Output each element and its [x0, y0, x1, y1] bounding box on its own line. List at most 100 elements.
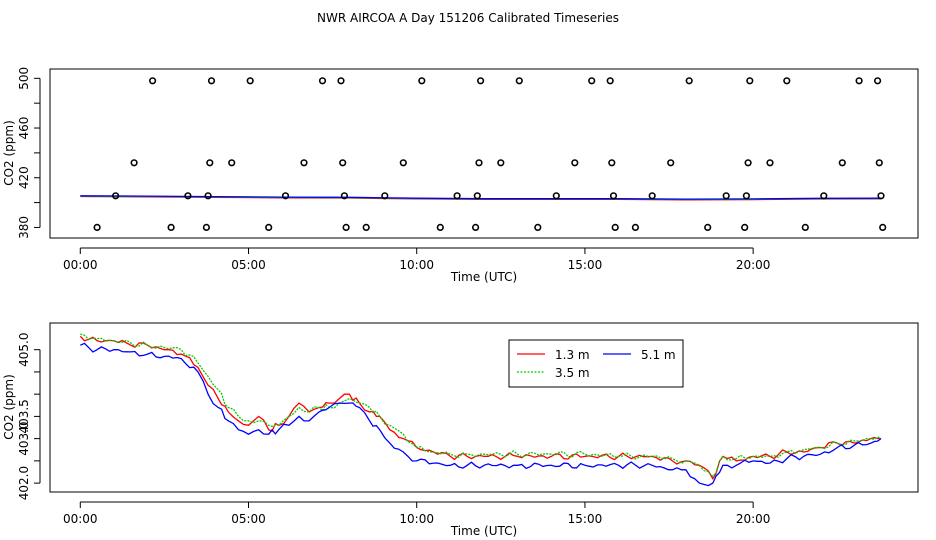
scatter-point [685, 77, 693, 85]
top-x-tick-label: 20:00 [736, 258, 771, 272]
scatter-point [704, 223, 712, 231]
scatter-point [877, 192, 885, 200]
scatter-point [820, 192, 828, 200]
scatter-point [552, 192, 560, 200]
bottom-series-lines [79, 333, 882, 487]
legend-label-3-5m: 3.5 m [555, 366, 590, 380]
scatter-point [204, 192, 212, 200]
top-y-tick-label: 380 [17, 216, 31, 239]
bot-x-tick-label: 20:00 [736, 512, 771, 526]
top-scatter-points [93, 77, 887, 231]
scatter-point [515, 77, 523, 85]
scatter-point [337, 77, 345, 85]
chart-title: NWR AIRCOA A Day 151206 Calibrated Times… [317, 11, 619, 25]
series-line-5-1-m [80, 342, 882, 487]
top-x-tick-label: 10:00 [399, 258, 434, 272]
series-line-1-3-m [79, 335, 882, 480]
scatter-point [534, 223, 542, 231]
scatter-point [228, 159, 236, 167]
scatter-point [742, 192, 751, 200]
scatter-point [801, 223, 809, 231]
scatter-point [855, 77, 863, 85]
scatter-point [167, 223, 175, 231]
bot-x-tick-label: 15:00 [568, 512, 603, 526]
scatter-point [473, 192, 481, 200]
bottom-panel: 00:00 05:00 10:00 15:00 20:00 402.0 403.0403.… [2, 322, 919, 538]
top-y-axis: 380 420 460 500 [17, 67, 41, 239]
scatter-point [281, 192, 290, 200]
scatter-point [588, 77, 596, 85]
top-panel: 00:00 05:00 10:00 15:00 20:00 380 420 460 500 T… [2, 67, 919, 284]
bot-y-tick-label: 403.0 [17, 421, 31, 455]
scatter-point [318, 77, 327, 85]
scatter-point [93, 223, 101, 231]
scatter-point [265, 223, 273, 231]
legend: 1.3 m 5.1 m 3.5 m [508, 339, 684, 388]
legend-label-1-3m: 1.3 m [555, 348, 590, 362]
scatter-point [300, 159, 308, 167]
scatter-point [766, 159, 774, 167]
scatter-point [340, 192, 349, 200]
scatter-point [879, 223, 887, 231]
bottom-x-axis: 00:00 05:00 10:00 15:00 20:00 [63, 501, 771, 526]
top-x-axis: 00:00 05:00 10:00 15:00 20:00 [63, 247, 771, 272]
top-plot-frame [49, 68, 919, 239]
series-line-3-5-m [80, 333, 882, 478]
scatter-point [362, 223, 370, 231]
scatter-point [418, 77, 426, 85]
scatter-point [497, 159, 505, 167]
legend-box [508, 339, 684, 388]
top-y-axis-label: CO2 (ppm) [2, 120, 16, 186]
scatter-point [875, 159, 883, 167]
scatter-point [609, 192, 618, 200]
scatter-point [206, 159, 214, 167]
scatter-point [608, 159, 616, 167]
legend-label-5-1m: 5.1 m [641, 348, 676, 362]
scatter-point [246, 77, 254, 85]
scatter-point [611, 223, 619, 231]
top-x-tick-label: 05:00 [231, 258, 266, 272]
scatter-point [741, 223, 749, 231]
scatter-point [381, 192, 389, 200]
scatter-point [477, 77, 485, 85]
scatter-point [207, 77, 216, 85]
bot-y-tick-label: 402.0 [17, 466, 31, 500]
scatter-point [111, 192, 120, 200]
scatter-point [667, 159, 675, 167]
top-y-tick-label: 460 [17, 117, 31, 140]
top-x-tick-label: 00:00 [63, 258, 98, 272]
scatter-point [202, 223, 210, 231]
scatter-point [783, 77, 791, 85]
scatter-point [453, 192, 461, 200]
scatter-point [838, 159, 846, 167]
bot-y-tick-label: 405.0 [17, 333, 31, 367]
scatter-point [184, 192, 192, 200]
bot-x-tick-label: 00:00 [63, 512, 98, 526]
scatter-point [606, 77, 614, 85]
top-x-axis-label: Time (UTC) [450, 270, 517, 284]
scatter-point [472, 223, 480, 231]
bottom-y-axis-label: CO2 (ppm) [2, 374, 16, 440]
scatter-point [130, 159, 138, 167]
bot-x-tick-label: 05:00 [231, 512, 266, 526]
top-y-tick-label: 500 [17, 67, 31, 90]
bottom-x-axis-label: Time (UTC) [450, 524, 517, 538]
scatter-point [648, 192, 656, 200]
scatter-point [631, 223, 640, 231]
scatter-point [342, 223, 350, 231]
bot-y-tick-label: 403.5 [17, 399, 31, 433]
bottom-plot-frame [49, 322, 919, 493]
scatter-point [339, 159, 347, 167]
scatter-point [436, 223, 444, 231]
top-y-tick-label: 420 [17, 166, 31, 189]
bot-x-tick-label: 10:00 [399, 512, 434, 526]
scatter-point [873, 77, 882, 85]
scatter-point [722, 192, 730, 200]
scatter-point [571, 159, 579, 167]
top-x-tick-label: 15:00 [568, 258, 603, 272]
top-baseline-series [80, 195, 882, 201]
scatter-point [399, 159, 407, 167]
top-baseline-line [80, 195, 882, 200]
